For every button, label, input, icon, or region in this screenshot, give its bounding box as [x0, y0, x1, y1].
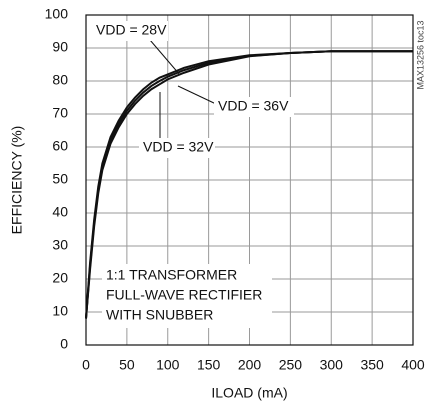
y-axis-label: EFFICIENCY (%)	[9, 126, 25, 235]
x-tick-label: 0	[82, 357, 90, 373]
label-bg	[139, 138, 215, 158]
annotation: 1:1 TRANSFORMER	[106, 267, 237, 283]
x-tick-label: 200	[238, 357, 262, 373]
leader-line	[177, 85, 217, 105]
y-tick-label: 20	[52, 270, 68, 286]
x-tick-label: 400	[401, 357, 425, 373]
y-tick-label: 90	[52, 39, 68, 55]
series-label: VDD = 28V	[96, 22, 167, 38]
x-tick-label: 250	[279, 357, 303, 373]
x-tick-label: 150	[197, 357, 221, 373]
y-tick-label: 40	[52, 204, 68, 220]
leader-line	[149, 39, 181, 76]
y-tick-label: 0	[60, 336, 68, 352]
annotation: FULL-WAVE RECTIFIER	[106, 287, 262, 303]
x-tick-label: 50	[119, 357, 135, 373]
y-tick-label: 10	[52, 303, 68, 319]
label-bg	[214, 97, 294, 117]
y-tick-label: 60	[52, 138, 68, 154]
note: MAX13256 toc13	[415, 20, 425, 89]
y-tick-label: 70	[52, 105, 68, 121]
annotation-bg	[102, 264, 272, 328]
x-tick-label: 350	[360, 357, 384, 373]
y-tick-label: 100	[45, 6, 69, 22]
x-tick-label: 300	[320, 357, 344, 373]
series-label: VDD = 32V	[143, 139, 214, 155]
y-tick-label: 30	[52, 237, 68, 253]
series-line	[85, 50, 413, 319]
y-tick-label: 80	[52, 72, 68, 88]
label-bg	[92, 21, 168, 41]
x-tick-label: 100	[156, 357, 180, 373]
x-axis-label: ILOAD (mA)	[211, 385, 287, 401]
y-tick-label: 50	[52, 171, 68, 187]
annotation: WITH SNUBBER	[106, 307, 213, 323]
series-label: VDD = 36V	[218, 98, 289, 114]
plot-frame	[85, 14, 414, 346]
